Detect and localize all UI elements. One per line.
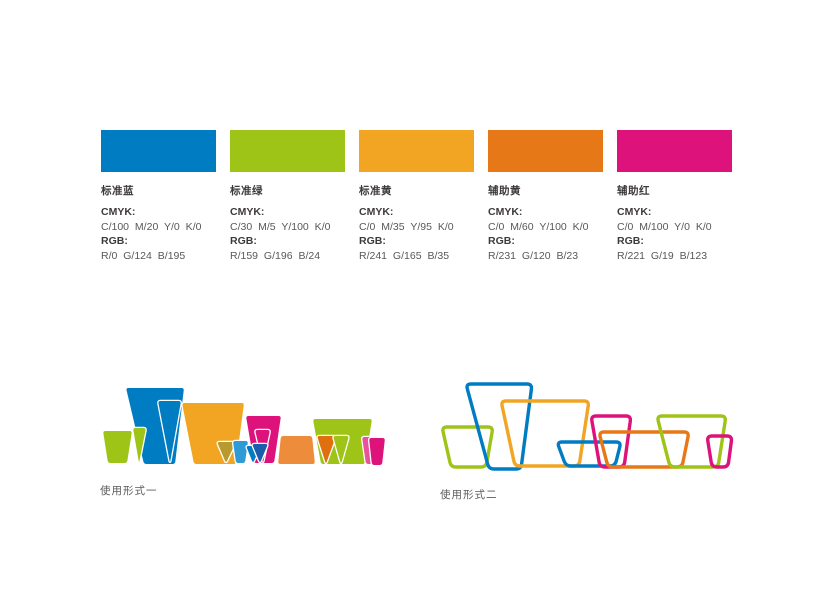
green-wedge-right-shape <box>332 434 350 465</box>
color-name: 辅助红 <box>617 185 650 197</box>
green-pot-outline <box>441 425 494 469</box>
green-wedge-shape <box>132 426 147 464</box>
color-spec: CMYK: C/100 M/20 Y/0 K/0 RGB: R/0 G/124 … <box>101 205 217 263</box>
cmyk-label: CMYK: <box>488 206 523 218</box>
dark-blue-wedge-shape <box>251 442 269 464</box>
rgb-label: RGB: <box>617 235 644 247</box>
color-card-aux-red: 辅助红 CMYK: C/0 M/100 Y/0 K/0 RGB: R/221 G… <box>617 130 733 263</box>
color-name: 标准蓝 <box>101 185 134 197</box>
color-spec: CMYK: C/30 M/5 Y/100 K/0 RGB: R/159 G/19… <box>230 205 346 263</box>
color-swatch-yellow <box>359 130 474 172</box>
color-name: 标准绿 <box>230 185 263 197</box>
color-spec: CMYK: C/0 M/35 Y/95 K/0 RGB: R/241 G/165… <box>359 205 475 263</box>
color-card-blue: 标准蓝 CMYK: C/100 M/20 Y/0 K/0 RGB: R/0 G/… <box>101 130 217 263</box>
color-name: 标准黄 <box>359 185 392 197</box>
blue-small-pot-outline <box>556 440 622 468</box>
usage-form1-graphic <box>102 386 387 467</box>
blue-wedge-shape <box>157 399 182 464</box>
light-blue-pot-shape <box>231 439 250 465</box>
rgb-value: R/231 G/120 B/23 <box>488 249 579 262</box>
orange-big-pot-outline <box>500 399 591 468</box>
usage-form2-label: 使用形式二 <box>440 489 498 501</box>
orange-wide-pot-outline <box>598 430 690 469</box>
color-swatch-aux-yellow <box>488 130 603 172</box>
cmyk-label: CMYK: <box>359 206 394 218</box>
cmyk-value: C/30 M/5 Y/100 K/0 <box>230 220 331 233</box>
cmyk-value: C/0 M/60 Y/100 K/0 <box>488 220 589 233</box>
magenta-narrow-pot-outline <box>705 434 734 469</box>
rgb-value: R/241 G/165 B/35 <box>359 249 450 262</box>
usage-form2-graphic <box>441 382 734 471</box>
color-swatch-aux-red <box>617 130 732 172</box>
color-swatch-blue <box>101 130 216 172</box>
cmyk-value: C/0 M/100 Y/0 K/0 <box>617 220 712 233</box>
color-spec: CMYK: C/0 M/100 Y/0 K/0 RGB: R/221 G/19 … <box>617 205 733 263</box>
cmyk-value: C/0 M/35 Y/95 K/0 <box>359 220 454 233</box>
cmyk-label: CMYK: <box>101 206 136 218</box>
cmyk-label: CMYK: <box>617 206 652 218</box>
color-swatch-green <box>230 130 345 172</box>
color-card-yellow: 标准黄 CMYK: C/0 M/35 Y/95 K/0 RGB: R/241 G… <box>359 130 475 263</box>
cmyk-label: CMYK: <box>230 206 265 218</box>
color-card-green: 标准绿 CMYK: C/30 M/5 Y/100 K/0 RGB: R/159 … <box>230 130 346 263</box>
rgb-value: R/221 G/19 B/123 <box>617 249 708 262</box>
rgb-label: RGB: <box>488 235 515 247</box>
green-pot-right-outline <box>656 414 728 469</box>
rgb-value: R/159 G/196 B/24 <box>230 249 321 262</box>
color-card-aux-yellow: 辅助黄 CMYK: C/0 M/60 Y/100 K/0 RGB: R/231 … <box>488 130 604 263</box>
color-name: 辅助黄 <box>488 185 521 197</box>
usage-form1-label: 使用形式一 <box>100 485 158 497</box>
cmyk-value: C/100 M/20 Y/0 K/0 <box>101 220 202 233</box>
green-pot-shape <box>102 429 133 465</box>
blue-big-pot-outline <box>465 382 534 471</box>
mid-orange-trapezoid-shape <box>276 434 317 466</box>
magenta-small-pot-shape <box>367 436 387 467</box>
color-spec: CMYK: C/0 M/60 Y/100 K/0 RGB: R/231 G/12… <box>488 205 604 263</box>
rgb-label: RGB: <box>359 235 386 247</box>
rgb-value: R/0 G/124 B/195 <box>101 249 186 262</box>
rgb-label: RGB: <box>230 235 257 247</box>
rgb-label: RGB: <box>101 235 128 247</box>
magenta-pot-outline <box>590 414 633 469</box>
